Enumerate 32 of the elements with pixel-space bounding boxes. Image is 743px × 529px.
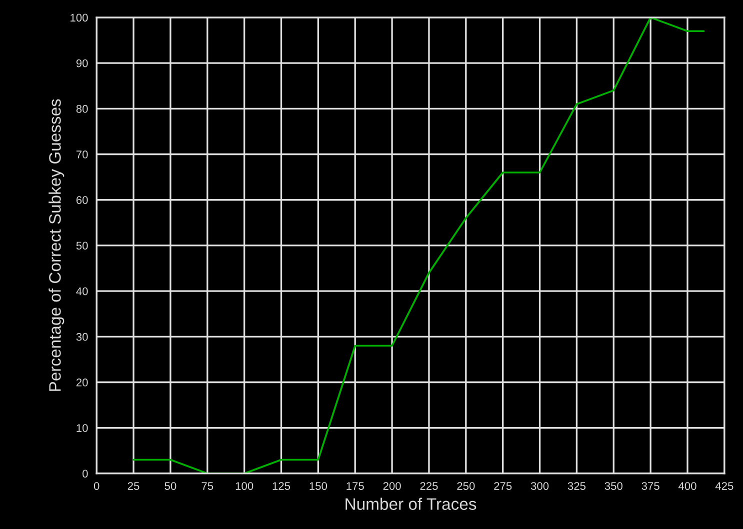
- x-tick-label: 425: [715, 482, 734, 490]
- x-tick-label: 125: [272, 482, 290, 490]
- y-tick-label: 30: [76, 332, 88, 341]
- y-tick-label: 90: [76, 59, 88, 68]
- y-tick-label: 20: [76, 378, 88, 386]
- x-tick-label: 100: [236, 482, 254, 490]
- x-tick-label: 0: [94, 482, 100, 490]
- y-axis-title: Percentage of Correct Subkey Guesses: [48, 99, 64, 391]
- y-tick-label: 0: [82, 470, 88, 478]
- x-tick-label: 50: [164, 482, 176, 490]
- x-tick-label: 350: [604, 482, 622, 490]
- y-tick-label: 70: [76, 150, 88, 158]
- y-tick-label: 100: [70, 14, 88, 22]
- x-tick-label: 375: [642, 482, 660, 490]
- y-tick-label: 50: [76, 242, 88, 250]
- x-tick-label: 175: [346, 482, 364, 490]
- x-tick-label: 225: [420, 482, 438, 490]
- x-tick-label: 25: [128, 482, 140, 490]
- x-tick-label: 300: [530, 482, 549, 490]
- y-tick-label: 60: [76, 196, 88, 204]
- x-tick-label: 275: [494, 482, 512, 490]
- x-tick-label: 150: [310, 482, 328, 490]
- y-tick-label: 40: [76, 287, 88, 296]
- line-series: [132, 17, 705, 474]
- y-tick-label: 10: [76, 424, 88, 432]
- x-tick-label: 325: [568, 482, 586, 490]
- y-tick-label: 80: [76, 104, 88, 113]
- x-tick-label: 200: [383, 482, 401, 490]
- x-tick-label: 400: [678, 482, 696, 490]
- x-tick-label: 250: [457, 482, 475, 490]
- x-axis-title: Number of Traces: [346, 498, 476, 510]
- x-tick-label: 75: [202, 482, 214, 490]
